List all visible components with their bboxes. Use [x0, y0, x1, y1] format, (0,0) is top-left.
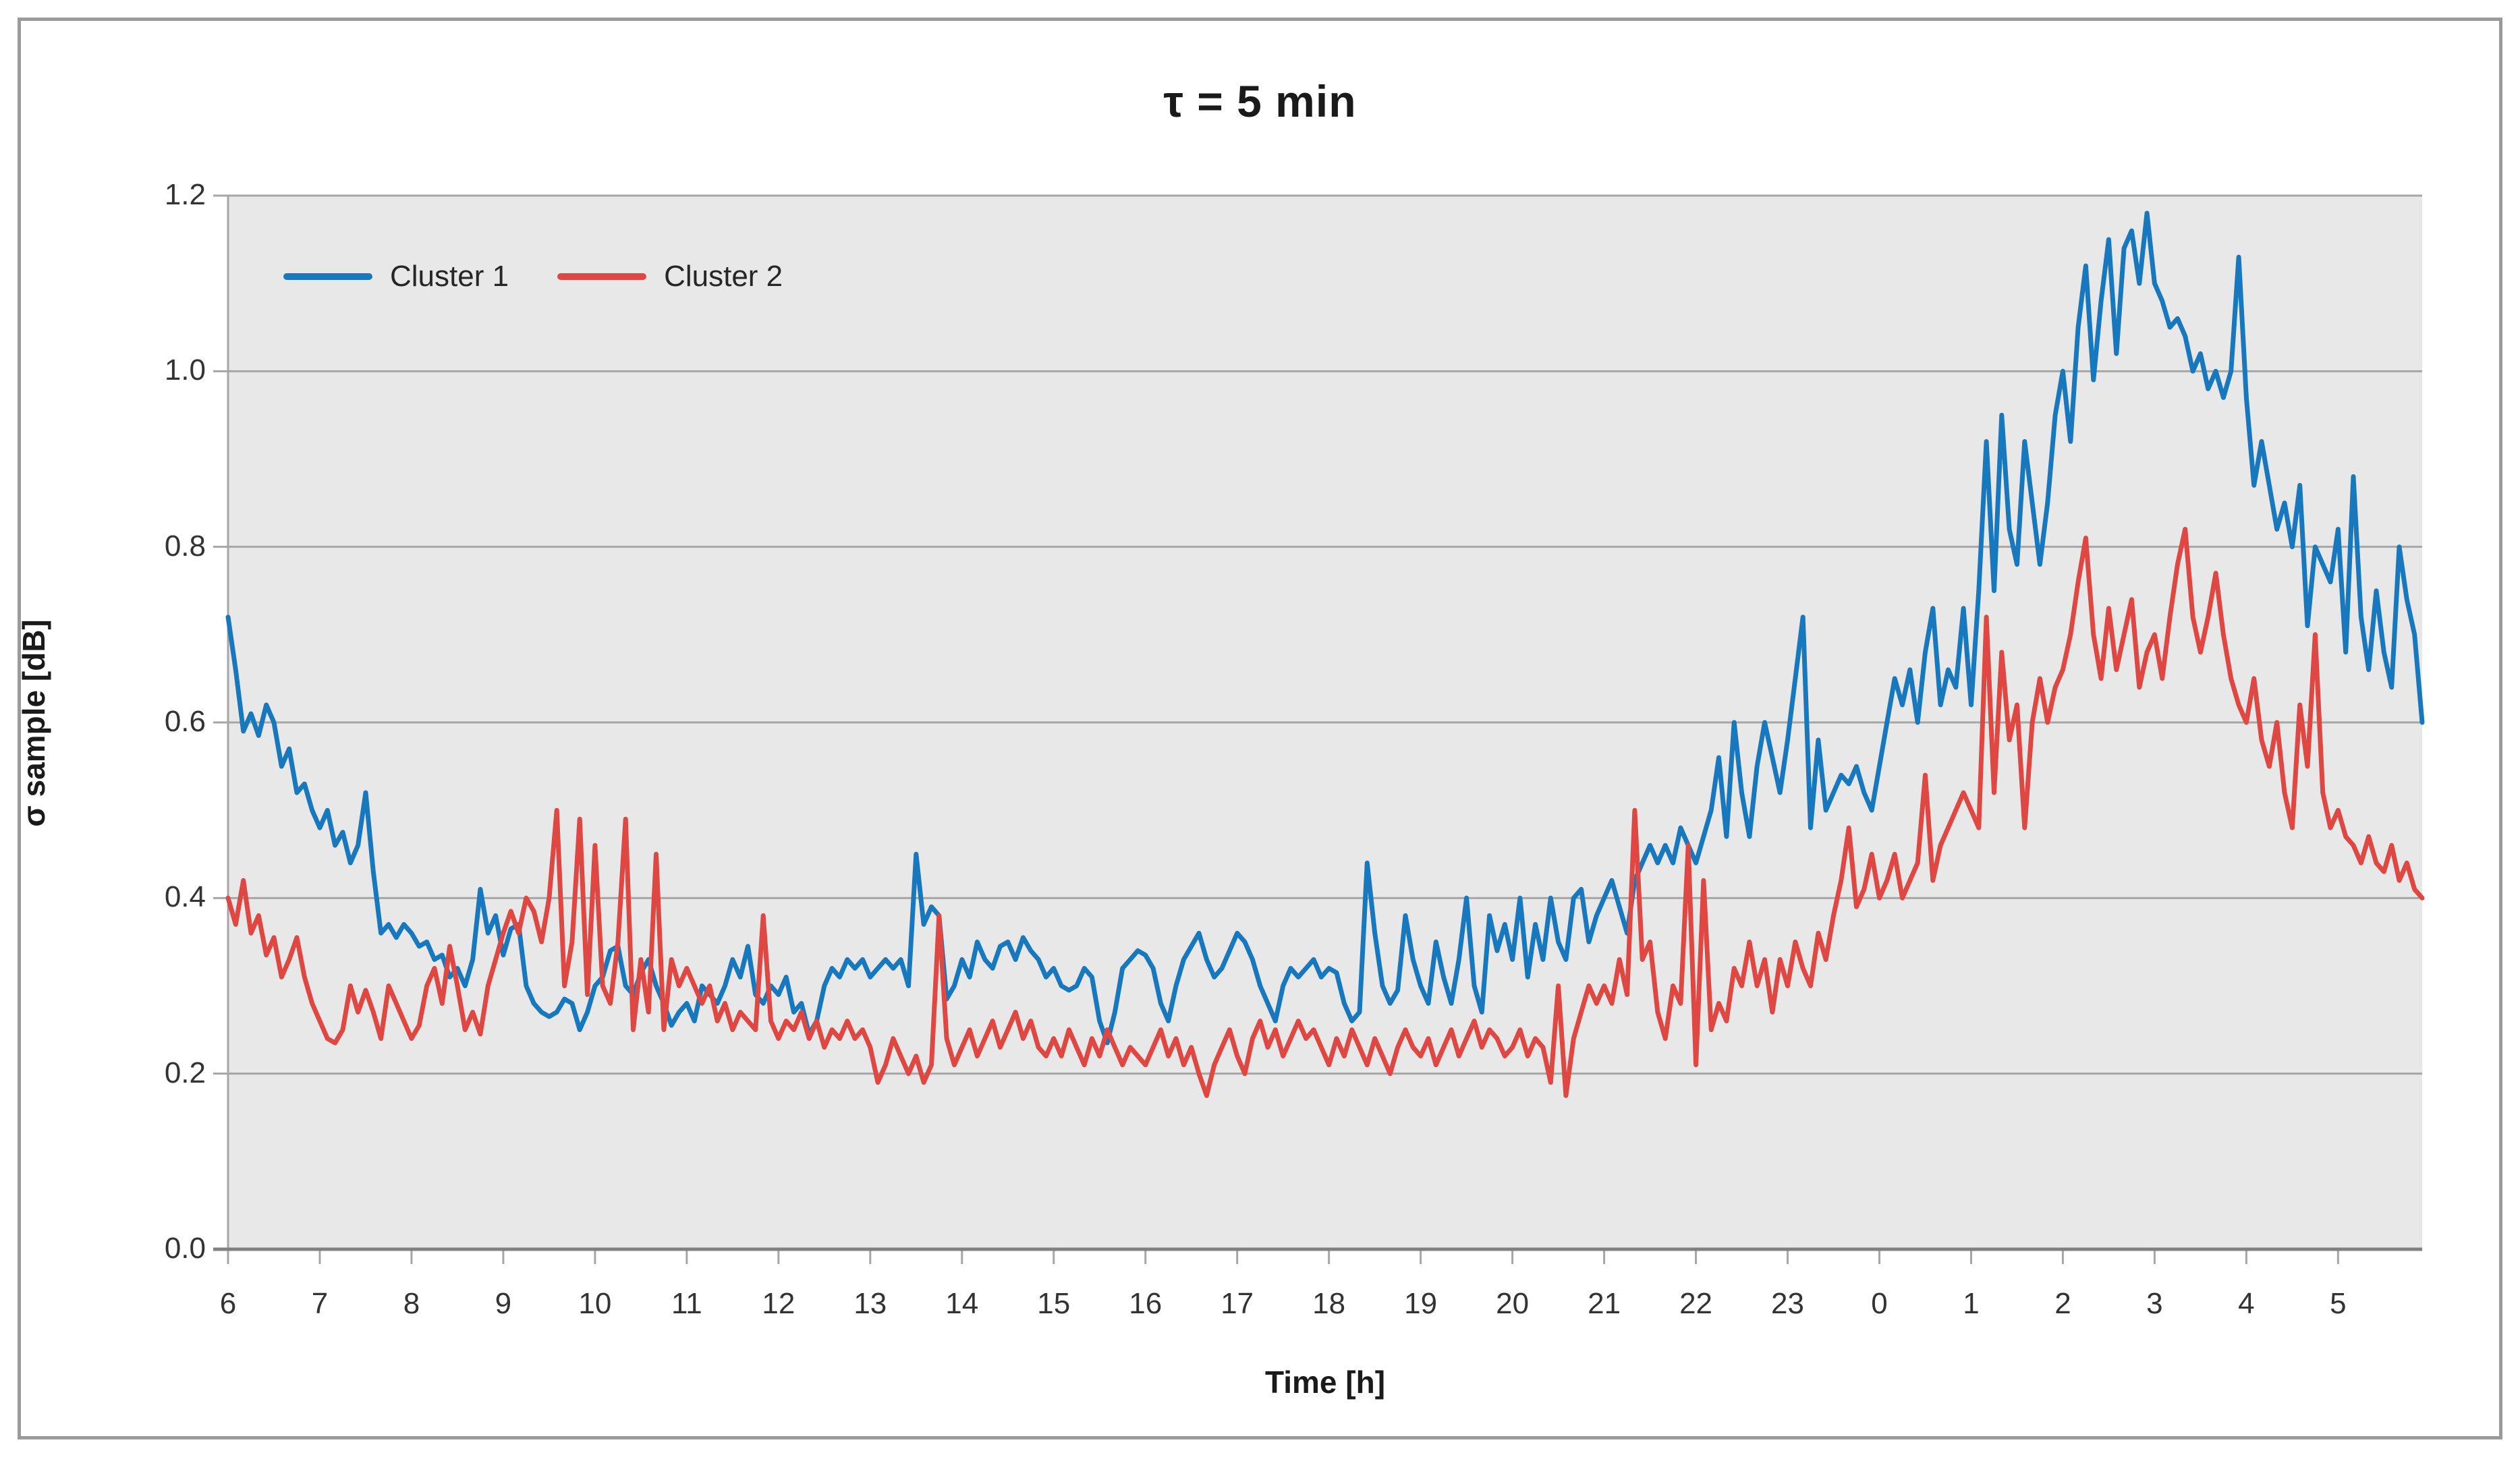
- legend-label: Cluster 1: [390, 260, 509, 293]
- legend-label: Cluster 2: [664, 260, 783, 293]
- x-tick-label: 2: [2054, 1287, 2071, 1320]
- x-tick-label: 17: [1221, 1287, 1254, 1320]
- legend: Cluster 1 Cluster 2: [283, 251, 783, 302]
- x-tick-label: 7: [311, 1287, 329, 1320]
- legend-item-cluster-2: Cluster 2: [557, 260, 783, 293]
- legend-item-cluster-1: Cluster 1: [283, 260, 509, 293]
- x-tick-label: 10: [578, 1287, 612, 1320]
- x-tick-label: 6: [219, 1287, 237, 1320]
- series-line-cluster-2: [225, 527, 2425, 1098]
- y-tick-label: 0.4: [164, 880, 206, 914]
- chart-title: τ = 5 min: [1163, 76, 1357, 126]
- x-tick-label: 12: [762, 1287, 795, 1320]
- x-tick-label: 11: [671, 1287, 702, 1320]
- x-tick-label: 1: [1963, 1287, 1980, 1320]
- y-tick-label: 0.8: [164, 529, 206, 563]
- y-axis-title: σ sample [dB]: [16, 619, 51, 827]
- x-tick-label: 3: [2146, 1287, 2163, 1320]
- x-tick-label: 20: [1496, 1287, 1530, 1320]
- x-tick-label: 21: [1588, 1287, 1621, 1320]
- x-tick-label: 8: [403, 1287, 420, 1320]
- x-tick-label: 9: [495, 1287, 512, 1320]
- x-tick-label: 22: [1679, 1287, 1713, 1320]
- x-tick-label: 15: [1037, 1287, 1071, 1320]
- cluster-1-line-swatch: [283, 273, 372, 280]
- x-tick-label: 5: [2330, 1287, 2347, 1320]
- y-tick-label: 0.6: [164, 705, 206, 738]
- cluster-2-line-swatch: [557, 273, 647, 280]
- x-tick-label: 4: [2238, 1287, 2255, 1320]
- x-tick-label: 0: [1871, 1287, 1888, 1320]
- x-tick-label: 18: [1312, 1287, 1346, 1320]
- series-line-cluster-1: [225, 210, 2425, 1046]
- x-tick-label: 16: [1129, 1287, 1163, 1320]
- x-tick-label: 13: [853, 1287, 887, 1320]
- plot-svg: [213, 194, 2425, 1264]
- y-tick-label: 1.2: [164, 178, 206, 211]
- x-tick-label: 19: [1404, 1287, 1438, 1320]
- y-tick-label: 1.0: [164, 353, 206, 387]
- y-tick-label: 0.0: [164, 1232, 206, 1265]
- y-tick-label: 0.2: [164, 1056, 206, 1089]
- x-axis-title: Time [h]: [1264, 1365, 1386, 1400]
- x-tick-label: 23: [1771, 1287, 1804, 1320]
- x-tick-label: 14: [945, 1287, 979, 1320]
